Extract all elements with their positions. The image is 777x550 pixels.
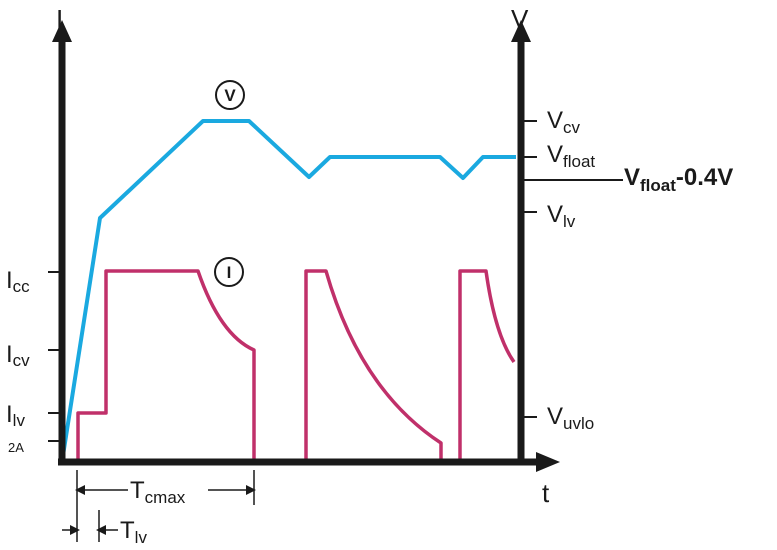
voltage-marker-label: V	[224, 86, 236, 105]
voltage-curve	[60, 119, 516, 463]
vlv-label: Vlv	[547, 201, 576, 231]
voltage-axis-label: V	[511, 4, 529, 34]
current-curve	[62, 269, 516, 464]
ilv-label: Ilv	[6, 401, 25, 430]
tlv-label: Tlv	[120, 517, 147, 547]
vuvlo-label: Vuvlo	[547, 403, 594, 433]
current-axis-arrow	[52, 20, 72, 42]
icv-label: Icv	[6, 341, 30, 370]
current-marker-label: I	[227, 263, 232, 282]
voltage-marker-circle	[215, 80, 245, 110]
current-axis-label: I	[56, 4, 63, 34]
vfloat-label: Vfloat	[547, 141, 595, 171]
tcmax-label: Tcmax	[130, 477, 186, 507]
time-axis-arrow	[536, 452, 560, 472]
vfloat-minus-label: Vfloat-0.4V	[624, 164, 733, 195]
voltage-axis-arrow	[511, 20, 531, 42]
current-marker-circle	[214, 257, 244, 287]
time-axis-label: t	[542, 478, 550, 508]
two-amp-label: 2A	[8, 440, 24, 455]
vcv-label: Vcv	[547, 107, 581, 137]
icc-label: Icc	[6, 267, 30, 296]
